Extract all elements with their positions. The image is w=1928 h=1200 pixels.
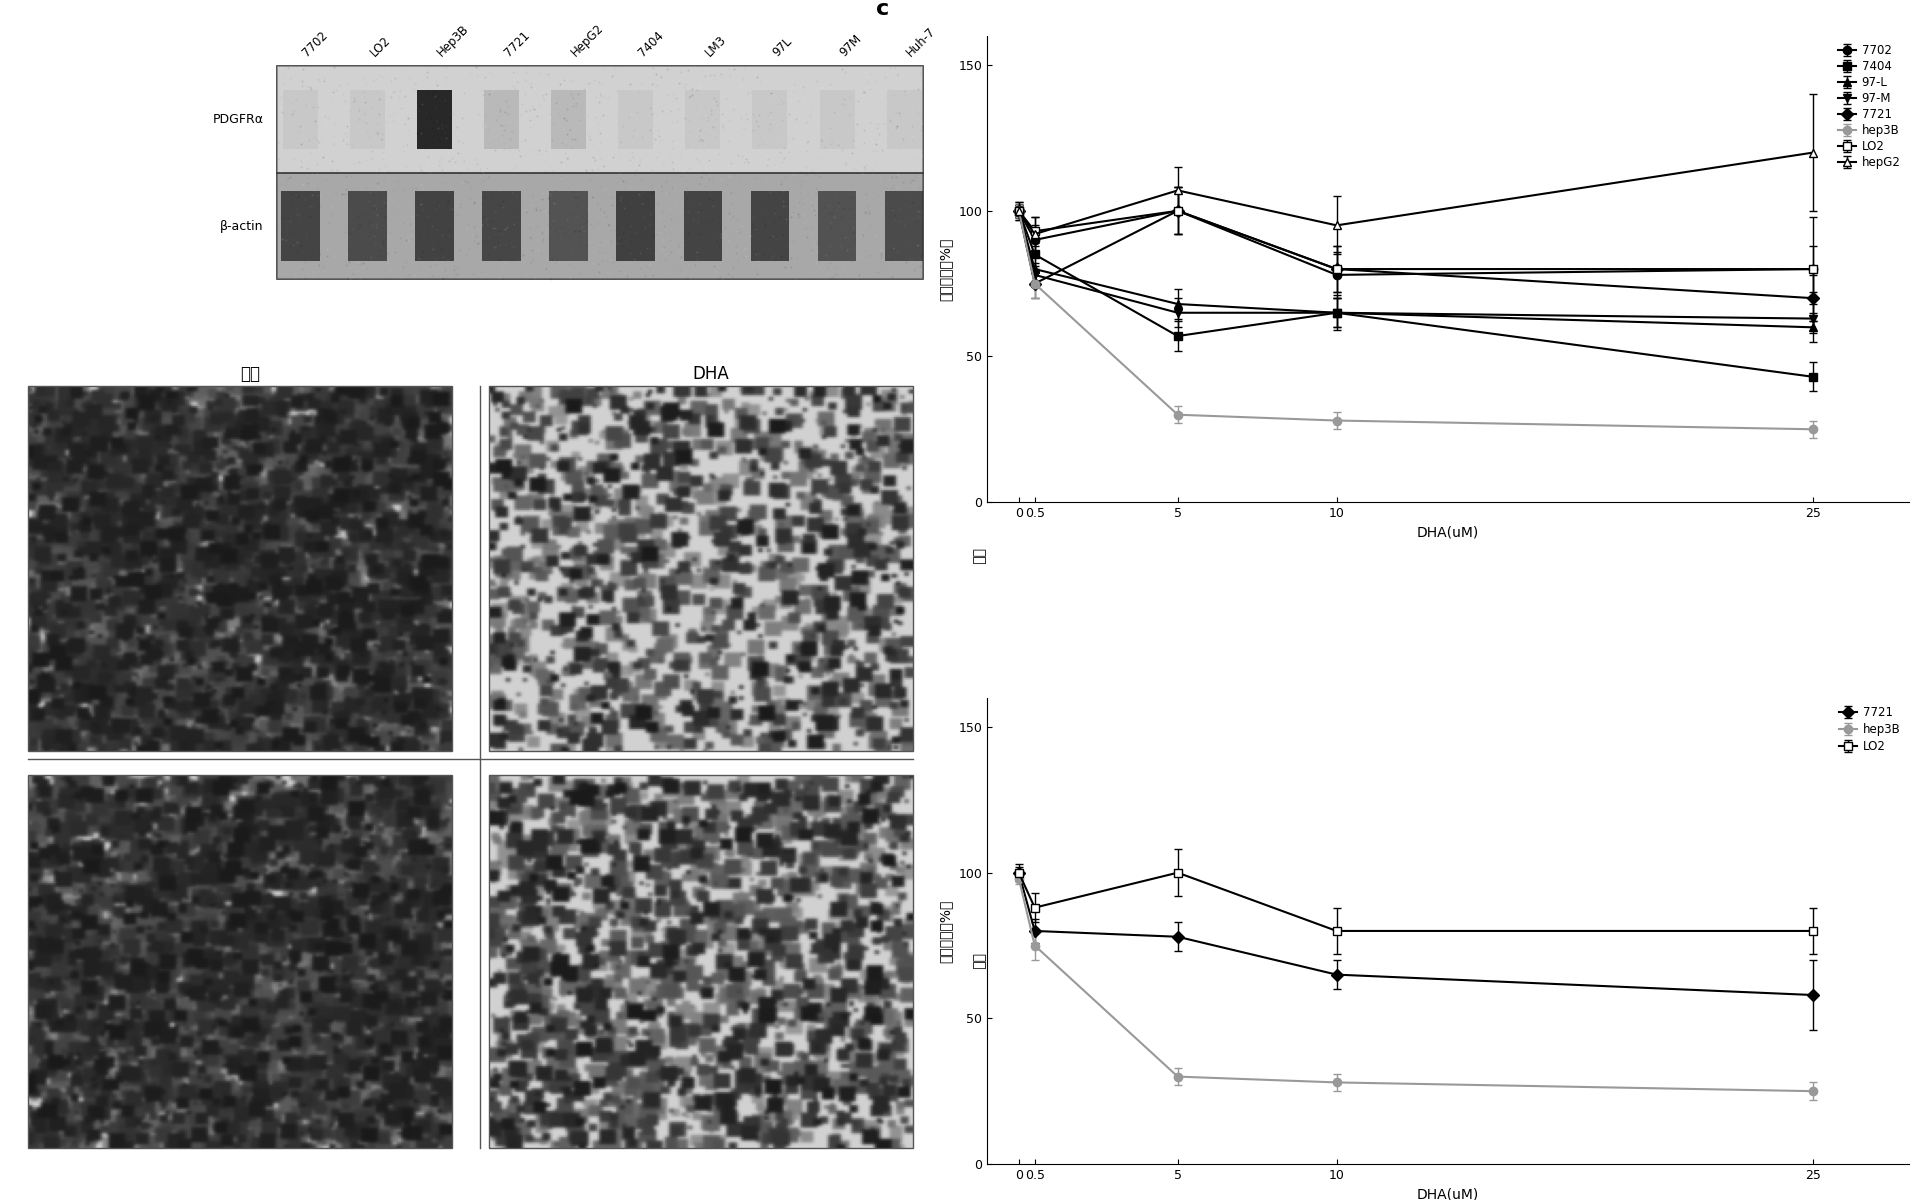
X-axis label: DHA(uM): DHA(uM) bbox=[1417, 1188, 1479, 1200]
Bar bbox=[349, 192, 388, 260]
Bar bbox=[416, 90, 451, 149]
Bar bbox=[549, 192, 588, 260]
Text: PDGFRα: PDGFRα bbox=[212, 113, 264, 126]
Text: Hep3B: Hep3B bbox=[434, 22, 470, 59]
Bar bbox=[684, 192, 723, 260]
Text: 7702: 7702 bbox=[301, 29, 332, 59]
X-axis label: DHA(uM): DHA(uM) bbox=[1417, 526, 1479, 540]
Bar bbox=[619, 90, 654, 149]
Bar bbox=[484, 90, 519, 149]
Text: β-actin: β-actin bbox=[220, 220, 264, 233]
Bar bbox=[351, 90, 386, 149]
Bar bbox=[752, 90, 787, 149]
Bar bbox=[885, 192, 924, 260]
Bar bbox=[684, 90, 721, 149]
Legend: 7721, hep3B, LO2: 7721, hep3B, LO2 bbox=[1837, 703, 1903, 756]
Bar bbox=[29, 775, 453, 1147]
Bar bbox=[887, 90, 922, 149]
Y-axis label: 细胞活力（%）: 细胞活力（%） bbox=[939, 238, 952, 301]
Bar bbox=[278, 173, 922, 280]
Text: 对照: 对照 bbox=[239, 365, 260, 383]
Bar bbox=[482, 192, 521, 260]
Bar bbox=[750, 192, 789, 260]
Bar bbox=[283, 90, 318, 149]
Text: LM3: LM3 bbox=[704, 32, 729, 59]
Bar bbox=[617, 192, 656, 260]
Text: 97M: 97M bbox=[837, 32, 864, 59]
Legend: 7702, 7404, 97-L, 97-M, 7721, hep3B, LO2, hepG2: 7702, 7404, 97-L, 97-M, 7721, hep3B, LO2… bbox=[1835, 42, 1903, 172]
Text: 凋亡: 凋亡 bbox=[972, 953, 985, 970]
Text: Huh-7: Huh-7 bbox=[904, 24, 939, 59]
Bar bbox=[415, 192, 453, 260]
Text: LO2: LO2 bbox=[368, 34, 393, 59]
Text: HepG2: HepG2 bbox=[569, 22, 605, 59]
Bar bbox=[490, 775, 914, 1147]
Bar bbox=[29, 385, 453, 750]
Bar bbox=[490, 385, 914, 750]
Bar bbox=[817, 192, 856, 260]
Bar bbox=[819, 90, 854, 149]
Text: 97L: 97L bbox=[769, 35, 794, 59]
Bar bbox=[551, 90, 586, 149]
Bar bbox=[278, 66, 922, 280]
Text: 7404: 7404 bbox=[636, 29, 665, 59]
Y-axis label: 细胞活力（%）: 细胞活力（%） bbox=[939, 899, 952, 962]
Text: 增殖: 增殖 bbox=[972, 547, 985, 564]
Bar bbox=[281, 192, 320, 260]
Text: 7721: 7721 bbox=[501, 29, 532, 59]
Text: DHA: DHA bbox=[692, 365, 729, 383]
Text: c: c bbox=[877, 0, 889, 19]
Bar bbox=[278, 66, 922, 173]
